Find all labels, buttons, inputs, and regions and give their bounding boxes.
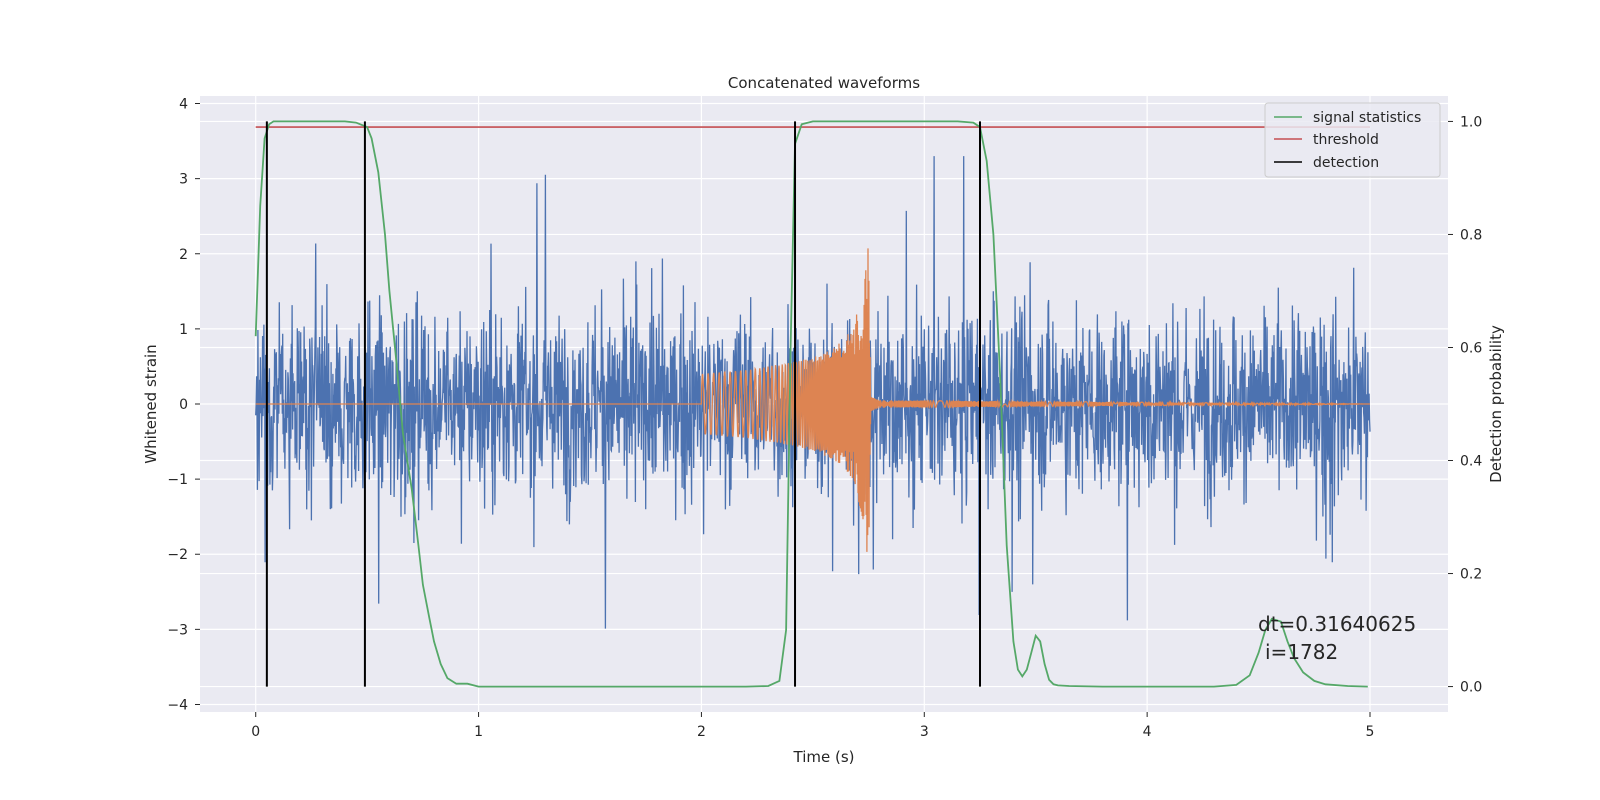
y2-tick-label: 0.4: [1460, 454, 1482, 470]
y-tick-label: 1: [179, 322, 188, 338]
legend-label-threshold: threshold: [1313, 132, 1379, 148]
y-tick-label: −4: [167, 697, 188, 713]
y-tick-label: 0: [179, 397, 188, 413]
y2-tick-label: 1.0: [1460, 114, 1482, 130]
legend-label-detection: detection: [1313, 155, 1379, 171]
axis-ticks: 0 1 2 3 4 5 −4 −3 −2 −1 0 1 2 3 4 0.0 0.2 0.4 0.6 0.8 1.0: [167, 97, 1482, 740]
y-tick-label: 3: [179, 172, 188, 188]
x-axis-title: Time (s): [793, 748, 855, 766]
y-tick-label: 4: [179, 97, 188, 113]
data-series: [254, 120, 1371, 688]
chart-title: Concatenated waveforms: [728, 74, 920, 92]
x-tick-label: 3: [920, 724, 929, 740]
legend-label-statistics: signal statistics: [1313, 110, 1421, 126]
y2-tick-label: 0.2: [1460, 567, 1482, 583]
x-tick-label: 0: [251, 724, 260, 740]
y-tick-label: −2: [167, 547, 188, 563]
annotation-index: i=1782: [1265, 640, 1338, 664]
y-axis-title: Whitened strain: [142, 344, 160, 463]
y2-tick-label: 0.8: [1460, 227, 1482, 243]
y-tick-label: −1: [167, 472, 188, 488]
x-tick-label: 2: [697, 724, 706, 740]
x-tick-label: 5: [1366, 724, 1375, 740]
x-tick-label: 4: [1143, 724, 1152, 740]
y2-axis-title: Detection probability: [1487, 325, 1505, 483]
x-tick-label: 1: [474, 724, 483, 740]
strain-series-line: [255, 156, 1371, 629]
y2-tick-label: 0.0: [1460, 680, 1482, 696]
y-tick-label: 2: [179, 247, 188, 263]
y-tick-label: −3: [167, 622, 188, 638]
legend: signal statistics threshold detection: [1264, 102, 1441, 178]
y2-tick-label: 0.6: [1460, 340, 1482, 356]
annotation-dt: dt=0.31640625: [1258, 612, 1416, 636]
legend-box: [1264, 102, 1441, 178]
signal-statistics-line: [254, 120, 1368, 688]
injected-waveform-line: [255, 248, 1370, 552]
